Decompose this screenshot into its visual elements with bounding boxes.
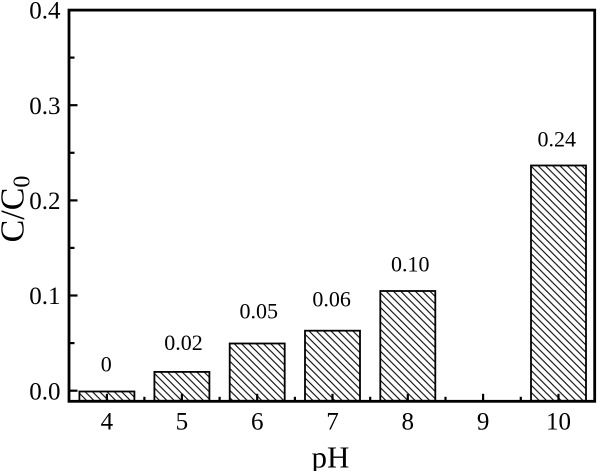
svg-text:9: 9	[477, 408, 490, 435]
svg-text:C/C0: C/C0	[0, 176, 36, 243]
svg-text:5: 5	[176, 408, 189, 435]
svg-text:pH: pH	[312, 440, 350, 471]
svg-text:8: 8	[402, 408, 415, 435]
svg-text:0.24: 0.24	[537, 127, 576, 152]
svg-text:0.02: 0.02	[164, 330, 203, 355]
svg-text:10: 10	[546, 408, 571, 435]
svg-text:0.3: 0.3	[29, 93, 60, 120]
svg-text:0.06: 0.06	[312, 287, 351, 312]
svg-text:0.2: 0.2	[29, 188, 60, 215]
svg-text:0.1: 0.1	[29, 283, 60, 310]
svg-text:0.10: 0.10	[391, 252, 430, 277]
svg-text:4: 4	[101, 408, 114, 435]
svg-text:0.05: 0.05	[240, 299, 279, 324]
svg-text:0: 0	[101, 352, 112, 377]
svg-text:0.0: 0.0	[29, 378, 60, 405]
svg-text:0.4: 0.4	[29, 0, 61, 25]
svg-text:7: 7	[326, 408, 339, 435]
svg-text:6: 6	[251, 408, 264, 435]
